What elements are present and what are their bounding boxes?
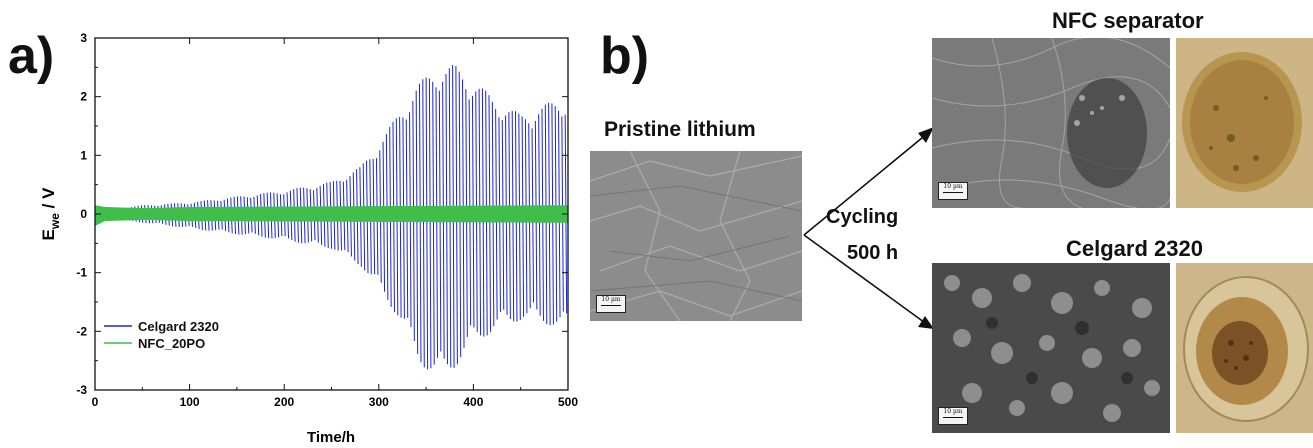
scale-bar: 10 µm <box>938 407 968 425</box>
x-tick-label: 100 <box>180 395 200 409</box>
x-tick-label: 0 <box>92 395 99 409</box>
y-tick-label: 3 <box>80 31 87 45</box>
nfc-separator-lithium-photo <box>1176 38 1313 208</box>
y-tick-label: -2 <box>76 324 87 338</box>
x-tick-label: 400 <box>463 395 483 409</box>
y-tick-label: 2 <box>80 90 87 104</box>
nfc-separator-sem-image: 10 µm <box>932 38 1170 208</box>
panel-a-label: a) <box>8 27 55 85</box>
y-tick-label: 0 <box>80 207 87 221</box>
celgard-title: Celgard 2320 <box>1066 236 1203 261</box>
x-tick-label: 500 <box>558 395 578 409</box>
cycling-duration-label: 500 h <box>847 242 899 264</box>
cycling-arrows <box>803 127 934 329</box>
pristine-lithium-sem-image: 10 µm <box>590 151 802 321</box>
y-tick-label: -3 <box>76 383 87 397</box>
celgard-sem-image: 10 µm <box>932 263 1170 433</box>
pristine-title: Pristine lithium <box>604 118 756 141</box>
voltage-time-chart: 0 100 200 300 400 500 -3 -2 -1 0 1 2 3 Time/h Ewe / … <box>39 31 578 446</box>
legend-label: Celgard 2320 <box>138 319 219 334</box>
chart-legend: Celgard 2320 NFC_20PO <box>104 319 219 351</box>
y-axis-label: Ewe / V <box>39 187 62 241</box>
x-tick-label: 200 <box>274 395 294 409</box>
scale-bar: 10 µm <box>596 295 626 313</box>
legend-label: NFC_20PO <box>138 336 205 351</box>
cycling-label: Cycling <box>826 206 899 228</box>
celgard-lithium-photo <box>1176 263 1313 433</box>
x-tick-label: 300 <box>369 395 389 409</box>
x-axis-label: Time/h <box>307 429 355 446</box>
nfc-separator-title: NFC separator <box>1052 8 1204 33</box>
scale-bar: 10 µm <box>938 182 968 200</box>
y-tick-label: -1 <box>76 266 87 280</box>
panel-b-label: b) <box>600 27 650 85</box>
y-tick-label: 1 <box>80 148 87 162</box>
